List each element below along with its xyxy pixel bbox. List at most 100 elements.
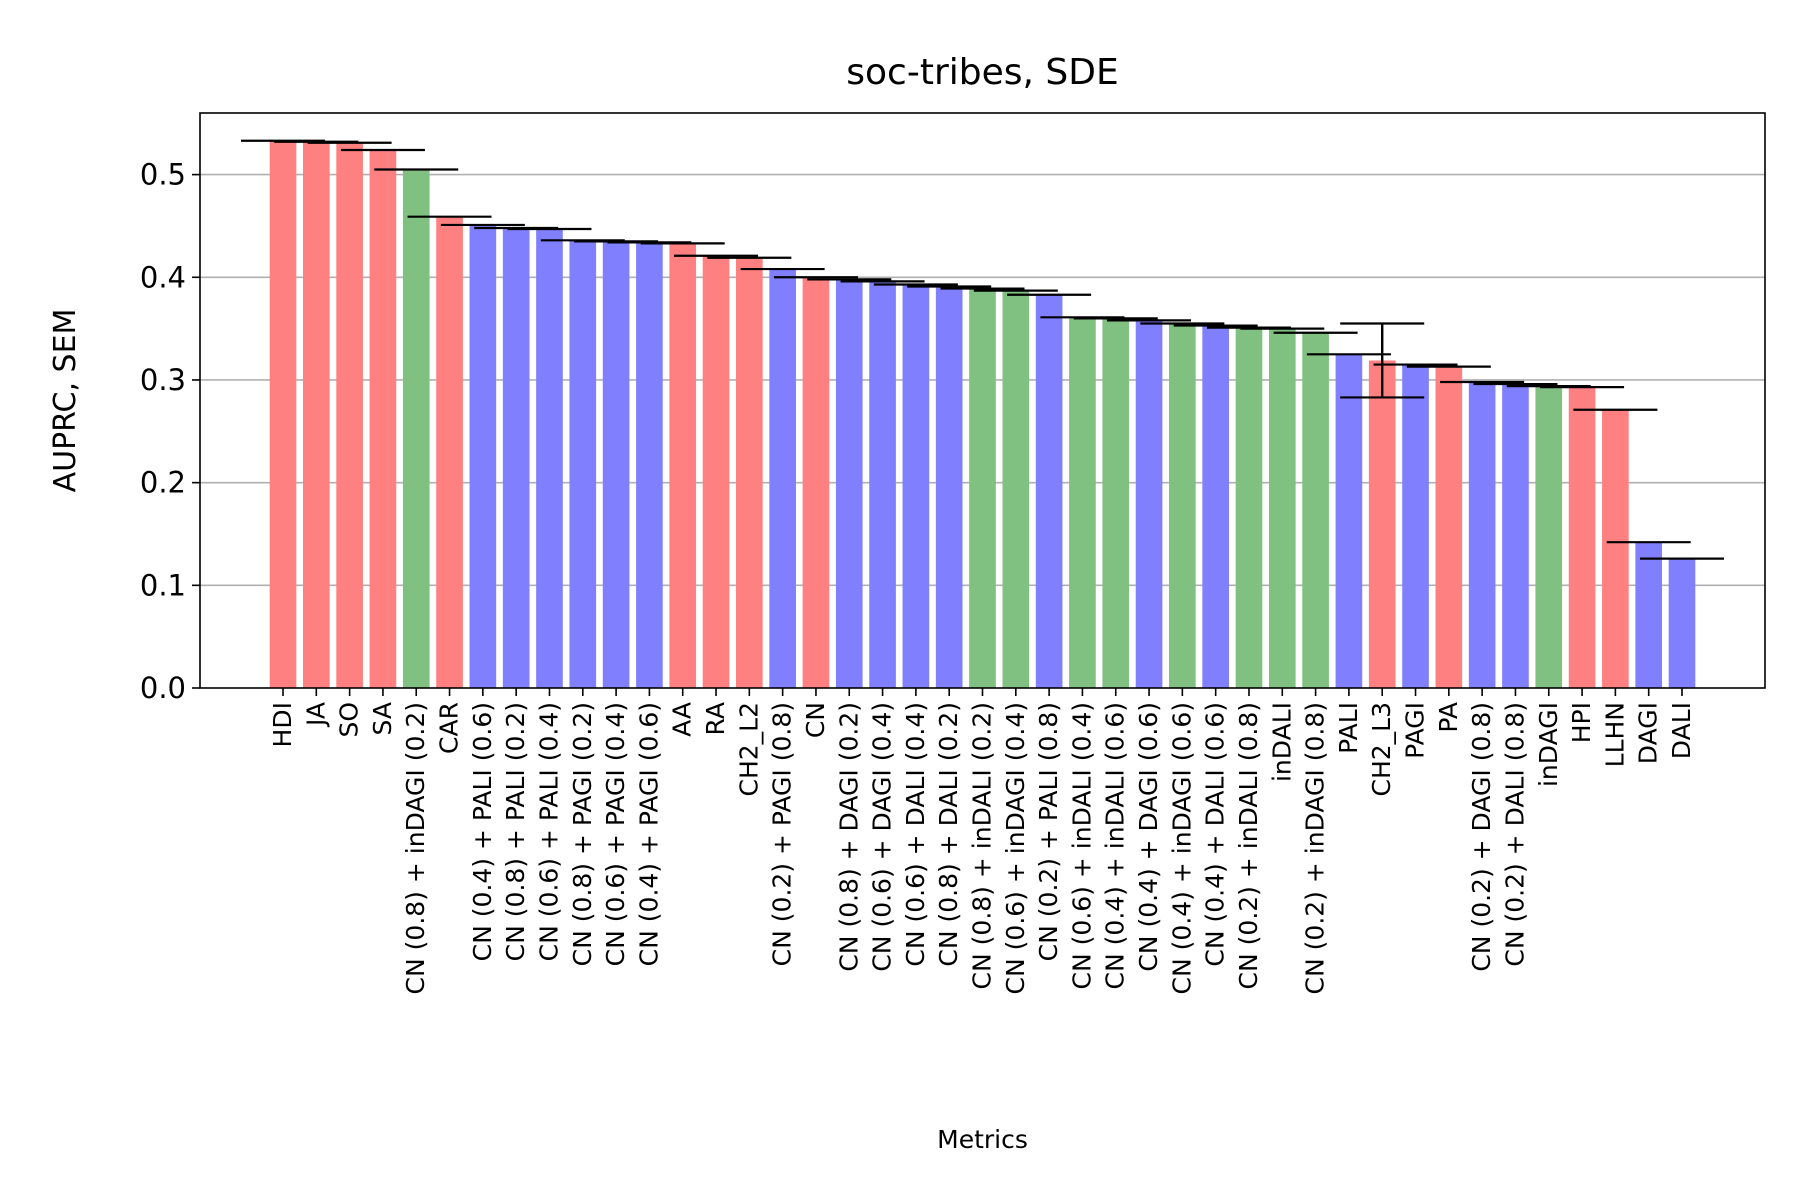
bar [336, 142, 363, 688]
x-tick-label: CN (0.6) + inDAGI (0.4) [1001, 702, 1030, 994]
x-tick-label: CN (0.8) + inDALI (0.2) [968, 702, 997, 989]
x-tick-label: CN (0.4) + PAGI (0.6) [634, 702, 663, 966]
x-tick-label: CN (0.2) + DAGI (0.8) [1467, 702, 1496, 972]
bar [902, 284, 930, 688]
bar [1335, 354, 1363, 688]
x-tick-label: CN (0.2) + inDAGI (0.8) [1301, 702, 1330, 994]
bar [1568, 387, 1596, 688]
bar [369, 149, 397, 688]
x-tick-label: inDAGI [1534, 702, 1563, 787]
bar [469, 224, 497, 688]
bar [769, 269, 796, 688]
x-tick-label: CN (0.2) + DALI (0.8) [1500, 702, 1529, 967]
bar [669, 243, 697, 688]
x-tick-label: LLHN [1600, 702, 1629, 767]
x-tick-label: SO [335, 702, 364, 738]
x-tick-label: CN (0.2) + PALI (0.8) [1034, 702, 1063, 961]
y-axis: 0.0 0.1 0.2 0.3 0.4 0.5 [140, 158, 200, 705]
bar [1602, 409, 1629, 688]
bar [1202, 325, 1229, 688]
bar [502, 228, 530, 688]
error-bars [241, 139, 1724, 560]
x-tick-label: CN (0.6) + PAGI (0.4) [601, 702, 630, 966]
bar [1268, 328, 1296, 688]
x-tick-label: PAGI [1401, 702, 1430, 759]
x-tick-label: CN (0.8) + PAGI (0.2) [568, 702, 597, 966]
x-tick-label: CN (0.6) + DALI (0.4) [901, 702, 930, 967]
bar [702, 255, 730, 689]
bar [636, 242, 663, 688]
bar [1235, 327, 1263, 688]
bar [736, 257, 763, 688]
chart-title: soc-tribes, SDE [846, 52, 1118, 93]
bar [269, 140, 297, 689]
y-tick-label: 0.0 [140, 671, 186, 705]
x-tick-label: CN (0.6) + inDALI (0.4) [1067, 702, 1096, 989]
bar [1035, 294, 1063, 688]
y-axis-label: AUPRC, SEM [48, 309, 83, 493]
y-tick-label: 0.5 [140, 158, 186, 192]
x-tick-label: DALI [1667, 702, 1696, 759]
x-tick-label: CN (0.2) + inDALI (0.8) [1234, 702, 1263, 989]
x-axis-label: Metrics [937, 1125, 1028, 1154]
bar [302, 141, 330, 688]
bar [602, 241, 630, 689]
bar [1368, 360, 1396, 688]
bar [1535, 386, 1563, 688]
y-tick-label: 0.1 [140, 568, 186, 602]
x-tick-label: PA [1434, 702, 1463, 733]
x-tick-label: CN (0.4) + inDAGI (0.6) [1167, 702, 1196, 994]
x-tick-label: AA [668, 702, 697, 737]
x-tick-label: CN (0.4) + inDALI (0.6) [1101, 702, 1130, 989]
y-tick-label: 0.2 [140, 466, 186, 500]
bar [1302, 332, 1329, 688]
x-tick-label: CN (0.8) + inDAGI (0.2) [401, 702, 430, 994]
x-tick-label: CN (0.8) + PALI (0.2) [501, 702, 530, 961]
x-tick-label: CN (0.2) + PAGI (0.8) [768, 702, 797, 966]
bar [1668, 558, 1696, 688]
x-tick-label: CN [801, 702, 830, 738]
bar [402, 169, 430, 689]
y-tick-label: 0.3 [140, 363, 186, 397]
x-tick-label: SA [368, 702, 397, 735]
x-tick-label: JA [301, 702, 330, 728]
bar [802, 277, 830, 688]
x-tick-label: PALI [1334, 702, 1363, 754]
bar [1635, 542, 1663, 688]
bar [835, 279, 863, 688]
x-tick-label: DAGI [1634, 702, 1663, 764]
x-axis: HDI JA SO SA CN (0.8) + inDAGI (0.2) CAR CN (0… [268, 688, 1696, 994]
x-tick-label: CN (0.6) + DAGI (0.4) [868, 702, 897, 972]
x-tick-label: inDALI [1267, 702, 1296, 782]
bar [969, 288, 996, 688]
x-tick-label: CN (0.4) + PALI (0.6) [468, 702, 497, 961]
bar [436, 216, 463, 688]
bar [1002, 290, 1030, 688]
bar [935, 286, 963, 688]
bar [1502, 384, 1529, 688]
x-tick-label: CN (0.8) + DALI (0.2) [934, 702, 963, 967]
bar [536, 229, 563, 688]
bar [569, 240, 597, 689]
y-tick-label: 0.4 [140, 260, 186, 294]
x-tick-label: HDI [268, 702, 297, 747]
bar [1102, 318, 1130, 688]
bars [269, 140, 1696, 689]
bar [1169, 323, 1196, 688]
bar [1402, 364, 1429, 688]
x-tick-label: CN (0.4) + DALI (0.6) [1201, 702, 1230, 967]
bar [1435, 366, 1463, 688]
x-tick-label: RA [701, 702, 730, 735]
x-tick-label: CH2_L2 [734, 702, 763, 797]
x-tick-label: CN (0.4) + DAGI (0.6) [1134, 702, 1163, 972]
bar [1135, 320, 1163, 688]
x-tick-label: HPI [1567, 702, 1596, 743]
x-tick-label: CN (0.8) + DAGI (0.2) [834, 702, 863, 972]
x-tick-label: CAR [435, 702, 464, 754]
x-tick-label: CH2_L3 [1367, 702, 1396, 797]
bar [1069, 317, 1096, 688]
bar [1468, 382, 1496, 688]
